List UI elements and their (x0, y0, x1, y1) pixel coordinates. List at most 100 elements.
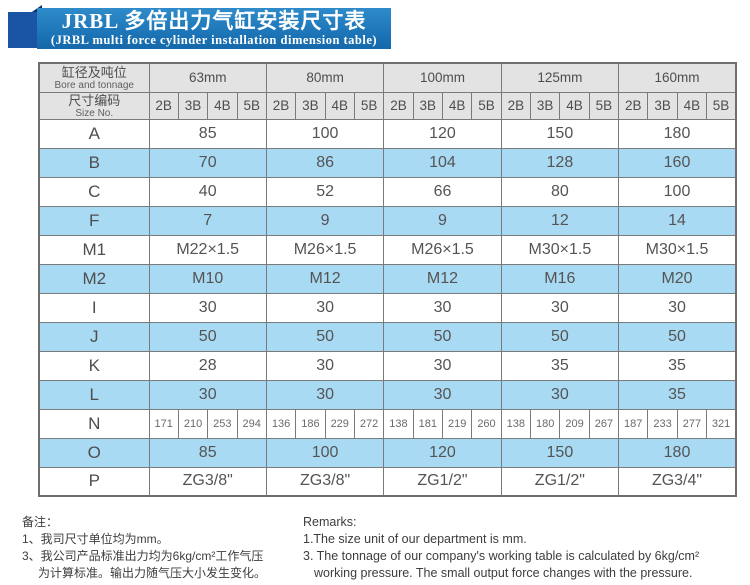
notes-zh-line2: 3、我公司产品标准出力均为6kg/cm²工作气压 (22, 549, 264, 563)
bore-header-63mm: 63mm (148, 62, 267, 93)
row-label: L (38, 379, 150, 410)
value-cell: 86 (265, 147, 385, 178)
notes-en-line1: 1.The size unit of our department is mm. (303, 532, 527, 546)
value-cell: 100 (265, 118, 385, 149)
value-cell: 30 (148, 292, 267, 323)
value-cell: 100 (265, 437, 385, 468)
value-cell: 9 (265, 205, 385, 236)
size-code-header: 3B (647, 91, 678, 120)
page-title: JRBL 多倍出力气缸安装尺寸表 (61, 9, 367, 33)
row-label: K (38, 350, 150, 381)
value-cell: 160 (618, 147, 737, 178)
value-cell: 150 (500, 437, 620, 468)
value-cell: 50 (383, 321, 502, 352)
value-cell: ZG1/2" (500, 466, 620, 497)
table-header-bore-row: 缸径及吨位 Bore and tonnage 63mm 80mm 100mm 1… (38, 62, 737, 93)
row-label: J (38, 321, 150, 352)
table-row-o: O 85 100 120 150 180 (38, 437, 737, 468)
size-code-header: 5B (353, 91, 385, 120)
notes-en-title: Remarks: (303, 515, 357, 529)
value-cell: 85 (148, 437, 267, 468)
value-cell: 150 (500, 118, 620, 149)
table-row-j: J 50 50 50 50 50 (38, 321, 737, 352)
value-cell: 267 (588, 408, 620, 439)
page-subtitle: (JRBL multi force cylinder installation … (50, 33, 378, 47)
value-cell: 100 (618, 176, 737, 207)
row-label: I (38, 292, 150, 323)
value-cell: M12 (383, 263, 502, 294)
notes-zh-title: 备注： (22, 515, 59, 529)
row-label: B (38, 147, 150, 178)
value-cell: 9 (383, 205, 502, 236)
table-row-n: N 171 210 253 294 136 186 229 272 138 18… (38, 408, 737, 439)
notes-chinese: 备注： 1、我司尺寸单位均为mm。 3、我公司产品标准出力均为6kg/cm²工作… (22, 514, 300, 582)
value-cell: M12 (265, 263, 385, 294)
value-cell: 186 (295, 408, 326, 439)
value-cell: ZG3/8" (265, 466, 385, 497)
bore-tonnage-label-en: Bore and tonnage (54, 79, 134, 91)
value-cell: 136 (265, 408, 297, 439)
value-cell: 210 (177, 408, 209, 439)
row-label: F (38, 205, 150, 236)
size-code-header: 5B (588, 91, 620, 120)
value-cell: 12 (500, 205, 620, 236)
bore-header-100mm: 100mm (383, 62, 502, 93)
value-cell: 120 (383, 118, 502, 149)
value-cell: M10 (148, 263, 267, 294)
value-cell: M30×1.5 (618, 234, 737, 265)
value-cell: ZG3/4" (618, 466, 737, 497)
bore-header-160mm: 160mm (618, 62, 737, 93)
value-cell: 30 (500, 292, 620, 323)
table-row-b: B 70 86 104 128 160 (38, 147, 737, 178)
value-cell: M20 (618, 263, 737, 294)
value-cell: 181 (412, 408, 443, 439)
table-row-f: F 7 9 9 12 14 (38, 205, 737, 236)
value-cell: 253 (207, 408, 238, 439)
row-label: M2 (38, 263, 150, 294)
ribbon-fold-icon (26, 5, 42, 16)
value-cell: 272 (353, 408, 385, 439)
value-cell: 85 (148, 118, 267, 149)
value-cell: M26×1.5 (383, 234, 502, 265)
size-code-header: 5B (706, 91, 737, 120)
table-row-i: I 30 30 30 30 30 (38, 292, 737, 323)
value-cell: 35 (500, 350, 620, 381)
size-code-header: 3B (295, 91, 326, 120)
table-row-c: C 40 52 66 80 100 (38, 176, 737, 207)
notes-en-line3: working pressure. The small output force… (314, 566, 693, 580)
size-code-header: 4B (559, 91, 590, 120)
title-banner: JRBL 多倍出力气缸安装尺寸表 (JRBL multi force cylin… (37, 8, 391, 49)
dimension-table: 缸径及吨位 Bore and tonnage 63mm 80mm 100mm 1… (38, 62, 737, 497)
notes-zh-line3: 为计算标准。输出力随气压大小发生变化。 (38, 566, 267, 580)
size-code-header: 2B (148, 91, 179, 120)
value-cell: 171 (148, 408, 179, 439)
row-label: C (38, 176, 150, 207)
value-cell: ZG3/8" (148, 466, 267, 497)
value-cell: 70 (148, 147, 267, 178)
value-cell: 277 (676, 408, 708, 439)
value-cell: 104 (383, 147, 502, 178)
value-cell: 128 (500, 147, 620, 178)
value-cell: 187 (618, 408, 649, 439)
row-label: M1 (38, 234, 150, 265)
size-code-header: 2B (383, 91, 414, 120)
value-cell: M30×1.5 (500, 234, 620, 265)
value-cell: 50 (500, 321, 620, 352)
value-cell: 30 (383, 379, 502, 410)
value-cell: 30 (265, 379, 385, 410)
value-cell: M22×1.5 (148, 234, 267, 265)
size-code-header: 5B (236, 91, 267, 120)
size-code-header: 3B (412, 91, 443, 120)
value-cell: 180 (530, 408, 561, 439)
value-cell: 50 (148, 321, 267, 352)
size-code-header: 5B (471, 91, 502, 120)
size-code-header: 3B (530, 91, 561, 120)
ribbon-square-icon (8, 12, 41, 48)
value-cell: ZG1/2" (383, 466, 502, 497)
value-cell: 30 (500, 379, 620, 410)
row-label: N (38, 408, 150, 439)
value-cell: 180 (618, 437, 737, 468)
value-cell: 66 (383, 176, 502, 207)
value-cell: 50 (618, 321, 737, 352)
value-cell: 7 (148, 205, 267, 236)
